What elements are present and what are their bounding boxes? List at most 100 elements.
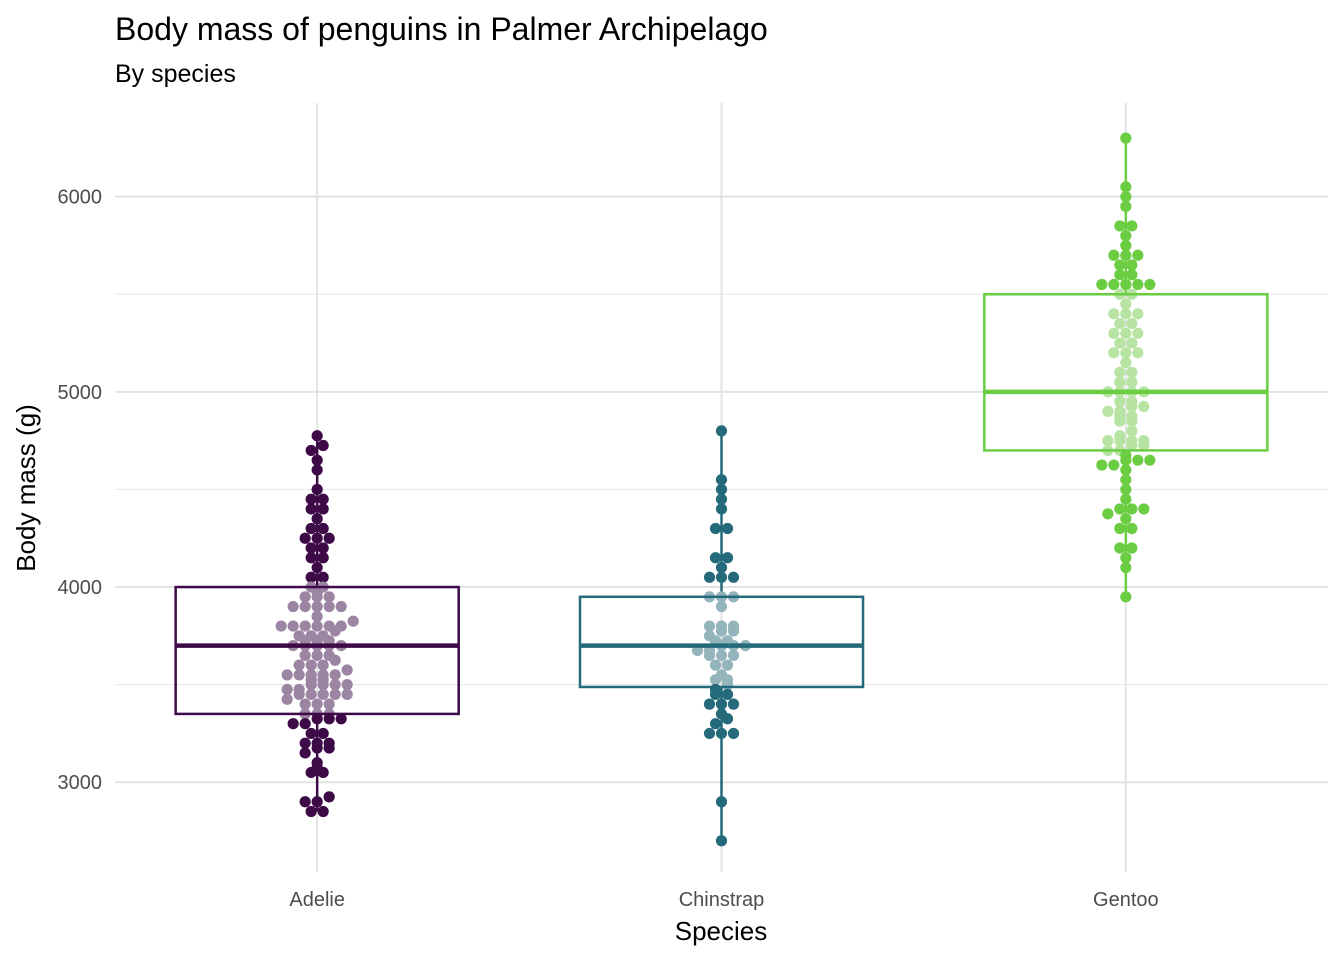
data-point: [293, 669, 305, 681]
data-point: [323, 698, 335, 710]
data-point: [1108, 459, 1120, 471]
data-point: [1120, 298, 1132, 310]
data-point: [1126, 317, 1138, 330]
data-point: [703, 649, 716, 661]
data-point: [703, 727, 716, 740]
data-point: [299, 532, 311, 544]
iqr-box: [983, 293, 1269, 452]
data-point: [1132, 454, 1144, 466]
data-point: [1108, 249, 1120, 261]
data-point: [1102, 405, 1114, 417]
y-tick-label: 5000: [58, 382, 103, 404]
data-point: [317, 766, 329, 779]
data-point: [1120, 356, 1132, 369]
data-point: [1120, 230, 1132, 242]
data-point: [317, 542, 329, 554]
data-point: [709, 659, 722, 671]
data-point: [311, 532, 323, 544]
data-point: [1126, 220, 1138, 232]
data-point: [317, 688, 329, 700]
data-point: [715, 625, 728, 637]
data-point: [1120, 239, 1132, 252]
data-point: [1138, 400, 1150, 413]
data-point: [305, 571, 317, 583]
iqr-box: [578, 595, 865, 689]
data-point: [1108, 347, 1120, 359]
data-point: [709, 522, 722, 535]
data-point: [1126, 366, 1138, 378]
data-point: [1114, 503, 1126, 515]
data-point: [1114, 542, 1126, 554]
data-point: [1132, 278, 1144, 291]
data-point: [311, 600, 323, 613]
data-point: [1114, 415, 1126, 427]
data-point: [1144, 278, 1156, 291]
data-point: [317, 659, 329, 671]
data-point: [311, 561, 323, 574]
data-point: [287, 620, 299, 632]
data-point: [347, 615, 359, 627]
data-point: [1114, 396, 1126, 408]
data-point: [715, 600, 728, 613]
data-point: [1126, 522, 1138, 535]
iqr-box: [174, 585, 460, 716]
data-point: [311, 513, 323, 525]
data-point: [299, 620, 311, 632]
data-point: [311, 620, 323, 632]
data-point: [311, 713, 323, 725]
data-point: [1138, 503, 1150, 515]
data-point: [317, 571, 329, 583]
data-point: [715, 474, 728, 486]
data-point: [311, 649, 323, 661]
data-point: [1144, 454, 1156, 466]
data-point: [311, 464, 323, 476]
data-point: [305, 766, 317, 779]
data-point: [299, 747, 311, 759]
data-point: [703, 571, 716, 583]
data-point: [299, 649, 311, 661]
data-point: [341, 664, 353, 676]
data-point: [299, 698, 311, 710]
data-point: [311, 591, 323, 603]
data-point: [727, 625, 740, 637]
data-point: [1126, 259, 1138, 271]
data-point: [329, 625, 341, 637]
data-point: [727, 727, 740, 740]
data-point: [299, 737, 311, 749]
data-point: [299, 600, 311, 613]
data-point: [323, 600, 335, 613]
data-point: [721, 713, 734, 725]
data-point: [305, 727, 317, 740]
data-point: [317, 727, 329, 740]
data-point: [305, 659, 317, 671]
data-point: [329, 669, 341, 681]
data-point: [317, 805, 329, 818]
data-point: [1126, 376, 1138, 388]
data-point: [323, 742, 335, 754]
data-point: [1120, 591, 1132, 603]
data-point: [1138, 439, 1150, 452]
data-point: [715, 425, 728, 437]
data-point: [1126, 542, 1138, 554]
data-point: [1102, 435, 1114, 447]
data-point: [1114, 435, 1126, 447]
data-point: [281, 669, 293, 681]
data-point: [1114, 376, 1126, 388]
data-point: [1120, 132, 1132, 144]
data-point: [1114, 366, 1126, 378]
data-point: [709, 688, 722, 700]
data-point: [715, 698, 728, 710]
y-tick-label: 4000: [58, 577, 103, 599]
data-point: [275, 620, 287, 632]
axis-ticks: 3000 4000 5000 6000 Adelie Chinstrap Gentoo: [58, 187, 1159, 911]
data-point: [305, 679, 317, 691]
data-point: [323, 791, 335, 803]
data-point: [341, 679, 353, 691]
data-point: [287, 600, 299, 613]
data-point: [329, 654, 341, 666]
data-point: [317, 552, 329, 564]
data-point: [281, 693, 293, 705]
x-tick-label: Gentoo: [1093, 889, 1159, 911]
x-axis-title: Species: [675, 916, 768, 946]
